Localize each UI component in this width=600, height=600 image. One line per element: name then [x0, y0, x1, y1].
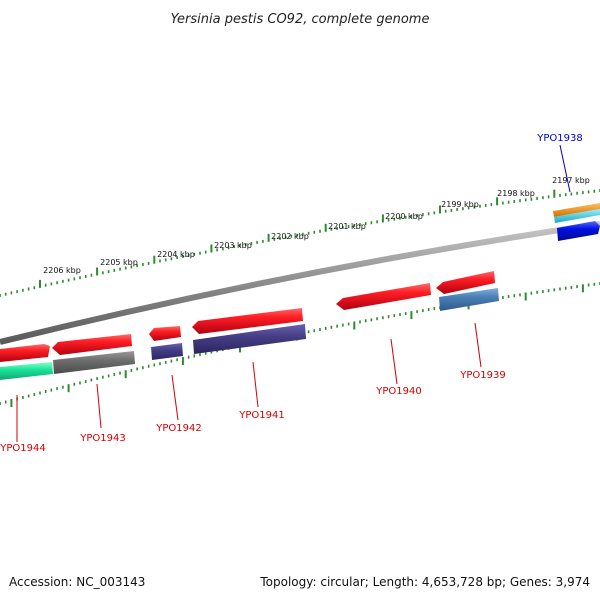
kbp-label: 2197 kbp [552, 176, 590, 185]
gene-arrows-red [0, 271, 495, 362]
gene-label-ypo1943[interactable]: YPO1943 [79, 433, 125, 444]
gene-arrow-ypo1943[interactable] [52, 334, 132, 355]
gene-arrow-ypo1941[interactable] [192, 308, 303, 334]
band-navy-large [193, 324, 306, 354]
gene-label-ypo1942[interactable]: YPO1942 [155, 423, 201, 434]
band-cyan [554, 209, 600, 223]
band-mint [0, 362, 53, 380]
kbp-label: 2198 kbp [497, 189, 535, 198]
kbp-label: 2202 kbp [271, 232, 309, 241]
feature-bands [0, 288, 499, 380]
gene-label-ypo1941[interactable]: YPO1941 [238, 410, 284, 421]
gene-label-ypo1940[interactable]: YPO1940 [375, 386, 421, 397]
kbp-label: 2204 kbp [157, 250, 195, 259]
leader-ypo1940 [390, 338, 398, 385]
genome-backbone [0, 221, 600, 345]
outer-tick-ring [0, 189, 600, 297]
kbp-label: 2201 kbp [328, 222, 366, 231]
gene-labels: YPO1944 YPO1943 YPO1942 YPO1941 YPO1940 … [0, 133, 583, 454]
band-steel [439, 288, 499, 311]
accession-text: Accession: NC_003143 [9, 575, 145, 589]
kbp-label: 2199 kbp [441, 200, 479, 209]
gene-arrow-ypo1942[interactable] [149, 326, 181, 341]
map-title: Yersinia pestis CO92, complete genome [171, 12, 430, 27]
gene-arrow-ypo1939[interactable] [436, 271, 495, 294]
leader-ypo1941 [252, 361, 259, 408]
leader-ypo1939 [474, 322, 482, 368]
leader-ypo1942 [171, 374, 179, 421]
leader-ypo1938 [559, 144, 571, 193]
gene-label-ypo1944[interactable]: YPO1944 [0, 443, 46, 454]
gene-label-ypo1938[interactable]: YPO1938 [536, 133, 582, 144]
gene-label-ypo1939[interactable]: YPO1939 [459, 370, 505, 381]
kbp-label-group: 2206 kbp 2205 kbp 2204 kbp 2203 kbp 2202 kbp… [43, 176, 590, 275]
leader-lines [16, 144, 571, 442]
kbp-label: 2205 kbp [100, 258, 138, 267]
gene-arrow-ypo1944[interactable] [0, 344, 50, 362]
kbp-label: 2206 kbp [43, 266, 81, 275]
kbp-label: 2203 kbp [214, 241, 252, 250]
leader-ypo1943 [96, 383, 102, 429]
band-orange [553, 203, 600, 217]
kbp-label: 2200 kbp [385, 212, 423, 221]
topology-text: Topology: circular; Length: 4,653,728 bp… [259, 575, 590, 589]
gene-arrow-ypo1940[interactable] [336, 283, 431, 310]
band-navy-small [151, 343, 183, 360]
gene-arrow-ypo1938[interactable] [557, 221, 600, 241]
band-gray [53, 351, 135, 374]
forward-features [553, 203, 600, 241]
